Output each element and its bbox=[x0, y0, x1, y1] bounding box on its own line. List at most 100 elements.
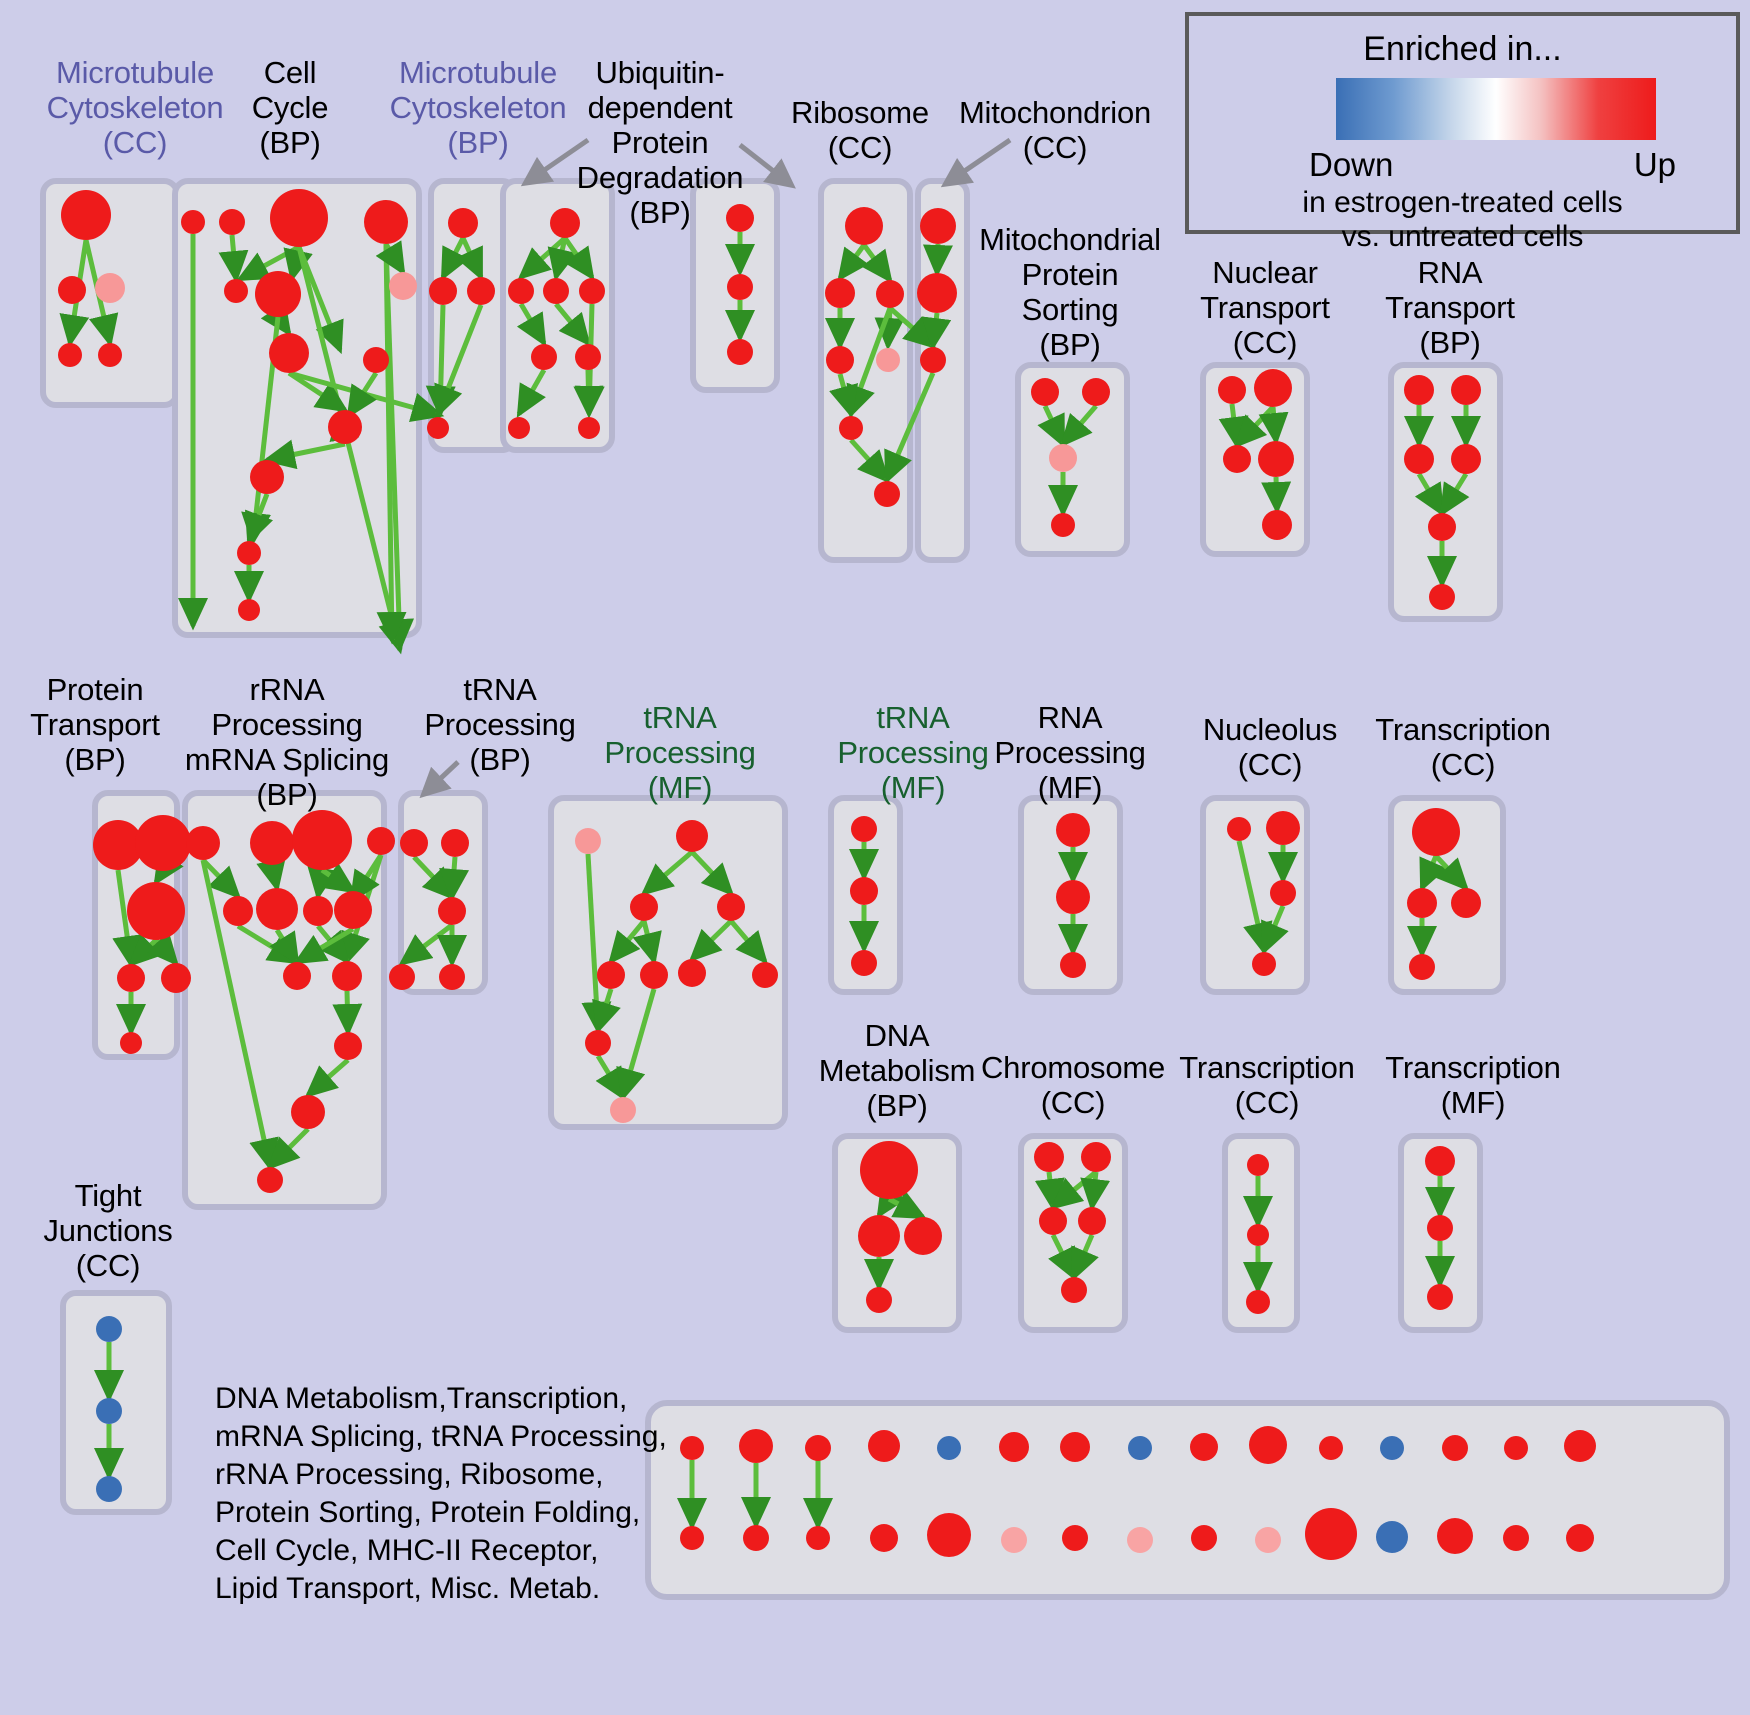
go-term-node[interactable] bbox=[367, 827, 395, 855]
go-term-node[interactable] bbox=[850, 877, 878, 905]
go-term-node[interactable] bbox=[328, 410, 362, 444]
go-term-node[interactable] bbox=[868, 1430, 900, 1462]
go-term-node[interactable] bbox=[1247, 1154, 1269, 1176]
go-term-node[interactable] bbox=[223, 896, 253, 926]
go-term-node[interactable] bbox=[1266, 811, 1300, 845]
go-term-node[interactable] bbox=[332, 961, 362, 991]
go-term-node[interactable] bbox=[58, 276, 86, 304]
go-term-node[interactable] bbox=[825, 278, 855, 308]
go-term-node[interactable] bbox=[680, 1436, 704, 1460]
go-term-node[interactable] bbox=[1504, 1436, 1528, 1460]
cluster-box-cell-cycle-bp[interactable] bbox=[172, 178, 422, 638]
go-term-node[interactable] bbox=[610, 1097, 636, 1123]
go-term-node[interactable] bbox=[1049, 444, 1077, 472]
go-term-node[interactable] bbox=[1081, 1142, 1111, 1172]
cluster-box-trna-processing-bp[interactable] bbox=[398, 790, 488, 995]
go-term-node[interactable] bbox=[1427, 1215, 1453, 1241]
go-term-node[interactable] bbox=[1319, 1436, 1343, 1460]
go-term-node[interactable] bbox=[127, 882, 185, 940]
go-term-node[interactable] bbox=[858, 1215, 900, 1257]
go-term-node[interactable] bbox=[334, 1032, 362, 1060]
go-term-node[interactable] bbox=[739, 1429, 773, 1463]
go-term-node[interactable] bbox=[676, 820, 708, 852]
go-term-node[interactable] bbox=[96, 1476, 122, 1502]
go-term-node[interactable] bbox=[1060, 1432, 1090, 1462]
go-term-node[interactable] bbox=[851, 816, 877, 842]
go-term-node[interactable] bbox=[630, 893, 658, 921]
go-term-node[interactable] bbox=[427, 417, 449, 439]
go-term-node[interactable] bbox=[1451, 888, 1481, 918]
go-term-node[interactable] bbox=[917, 273, 957, 313]
go-term-node[interactable] bbox=[58, 343, 82, 367]
go-term-node[interactable] bbox=[98, 343, 122, 367]
go-term-node[interactable] bbox=[1404, 375, 1434, 405]
go-term-node[interactable] bbox=[1442, 1435, 1468, 1461]
cluster-box-rna-transport-bp[interactable] bbox=[1388, 362, 1503, 622]
go-term-node[interactable] bbox=[1404, 444, 1434, 474]
go-term-node[interactable] bbox=[1407, 888, 1437, 918]
go-term-node[interactable] bbox=[575, 828, 601, 854]
go-term-node[interactable] bbox=[1437, 1518, 1473, 1554]
go-term-node[interactable] bbox=[96, 1398, 122, 1424]
go-term-node[interactable] bbox=[597, 961, 625, 989]
go-term-node[interactable] bbox=[550, 208, 580, 238]
go-term-node[interactable] bbox=[874, 481, 900, 507]
go-term-node[interactable] bbox=[1127, 1527, 1153, 1553]
go-term-node[interactable] bbox=[839, 416, 863, 440]
go-term-node[interactable] bbox=[389, 272, 417, 300]
go-term-node[interactable] bbox=[438, 897, 466, 925]
go-term-node[interactable] bbox=[1249, 1426, 1287, 1464]
go-term-node[interactable] bbox=[1252, 952, 1276, 976]
go-term-node[interactable] bbox=[135, 815, 191, 871]
go-term-node[interactable] bbox=[1305, 1508, 1357, 1560]
go-term-node[interactable] bbox=[117, 964, 145, 992]
go-term-node[interactable] bbox=[1061, 1277, 1087, 1303]
go-term-node[interactable] bbox=[904, 1217, 942, 1255]
go-term-node[interactable] bbox=[1039, 1207, 1067, 1235]
go-term-node[interactable] bbox=[876, 280, 904, 308]
go-term-node[interactable] bbox=[1425, 1146, 1455, 1176]
go-term-node[interactable] bbox=[1427, 1284, 1453, 1310]
go-term-node[interactable] bbox=[1128, 1436, 1152, 1460]
go-term-node[interactable] bbox=[1078, 1207, 1106, 1235]
go-term-node[interactable] bbox=[224, 279, 248, 303]
go-term-node[interactable] bbox=[219, 209, 245, 235]
go-term-node[interactable] bbox=[678, 959, 706, 987]
go-term-node[interactable] bbox=[255, 271, 301, 317]
go-term-node[interactable] bbox=[256, 888, 298, 930]
go-term-node[interactable] bbox=[752, 962, 778, 988]
go-term-node[interactable] bbox=[927, 1513, 971, 1557]
go-term-node[interactable] bbox=[96, 1316, 122, 1342]
go-term-node[interactable] bbox=[95, 273, 125, 303]
go-term-node[interactable] bbox=[270, 189, 328, 247]
go-term-node[interactable] bbox=[1428, 513, 1456, 541]
go-term-node[interactable] bbox=[389, 964, 415, 990]
go-term-node[interactable] bbox=[1376, 1521, 1408, 1553]
go-term-node[interactable] bbox=[543, 278, 569, 304]
go-term-node[interactable] bbox=[1255, 1527, 1281, 1553]
go-term-node[interactable] bbox=[269, 333, 309, 373]
go-term-node[interactable] bbox=[640, 961, 668, 989]
go-term-node[interactable] bbox=[1503, 1525, 1529, 1551]
go-term-node[interactable] bbox=[1451, 444, 1481, 474]
go-term-node[interactable] bbox=[1566, 1524, 1594, 1552]
go-term-node[interactable] bbox=[508, 278, 534, 304]
go-term-node[interactable] bbox=[439, 964, 465, 990]
go-term-node[interactable] bbox=[238, 599, 260, 621]
go-term-node[interactable] bbox=[1001, 1527, 1027, 1553]
go-term-node[interactable] bbox=[937, 1436, 961, 1460]
go-term-node[interactable] bbox=[851, 950, 877, 976]
go-term-node[interactable] bbox=[920, 347, 946, 373]
go-term-node[interactable] bbox=[303, 896, 333, 926]
go-term-node[interactable] bbox=[334, 891, 372, 929]
go-term-node[interactable] bbox=[999, 1432, 1029, 1462]
go-term-node[interactable] bbox=[1191, 1525, 1217, 1551]
go-term-node[interactable] bbox=[578, 417, 600, 439]
go-term-node[interactable] bbox=[61, 190, 111, 240]
go-term-node[interactable] bbox=[727, 274, 753, 300]
go-term-node[interactable] bbox=[727, 339, 753, 365]
go-term-node[interactable] bbox=[1409, 954, 1435, 980]
go-term-node[interactable] bbox=[1380, 1436, 1404, 1460]
go-term-node[interactable] bbox=[1056, 880, 1090, 914]
go-term-node[interactable] bbox=[1564, 1430, 1596, 1462]
